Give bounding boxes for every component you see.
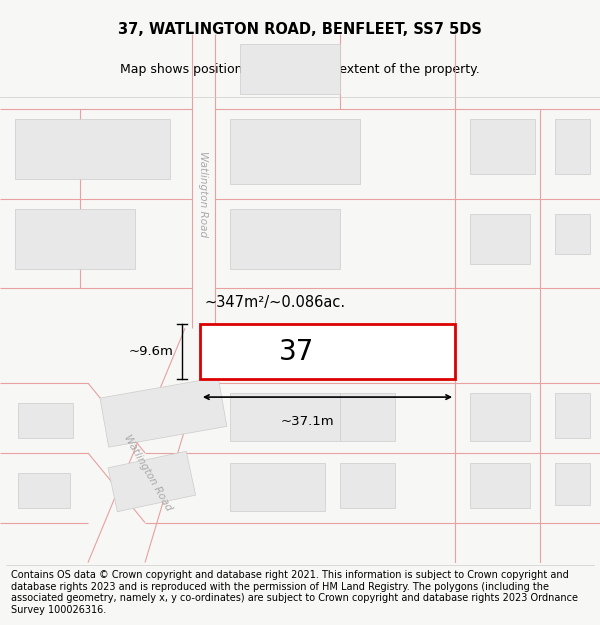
Text: ~347m²/~0.086ac.: ~347m²/~0.086ac. — [205, 295, 346, 310]
Bar — [200, 324, 455, 379]
Text: ~37.1m: ~37.1m — [280, 415, 334, 428]
Bar — [340, 393, 395, 441]
Bar — [555, 214, 590, 254]
Bar — [100, 378, 227, 447]
Text: Watlington Road: Watlington Road — [122, 433, 174, 512]
Bar — [230, 209, 340, 269]
Bar — [15, 119, 170, 179]
Bar — [230, 119, 360, 184]
Text: Contains OS data © Crown copyright and database right 2021. This information is : Contains OS data © Crown copyright and d… — [11, 570, 578, 615]
Bar — [470, 463, 530, 508]
Bar — [340, 463, 395, 508]
Bar — [18, 473, 70, 508]
Text: 37, WATLINGTON ROAD, BENFLEET, SS7 5DS: 37, WATLINGTON ROAD, BENFLEET, SS7 5DS — [118, 21, 482, 36]
Bar — [470, 393, 530, 441]
Bar — [18, 403, 73, 438]
Bar — [240, 44, 340, 94]
Bar — [555, 393, 590, 438]
Bar — [15, 209, 135, 269]
Bar — [230, 393, 340, 441]
Text: ~9.6m: ~9.6m — [129, 345, 174, 358]
Text: Watlington Road: Watlington Road — [198, 151, 208, 237]
Text: Map shows position and indicative extent of the property.: Map shows position and indicative extent… — [120, 63, 480, 76]
Bar — [555, 119, 590, 174]
Bar — [470, 214, 530, 264]
Bar — [108, 451, 196, 512]
Bar — [555, 463, 590, 505]
Text: 37: 37 — [279, 338, 314, 366]
Bar — [230, 463, 325, 511]
Bar — [470, 119, 535, 174]
